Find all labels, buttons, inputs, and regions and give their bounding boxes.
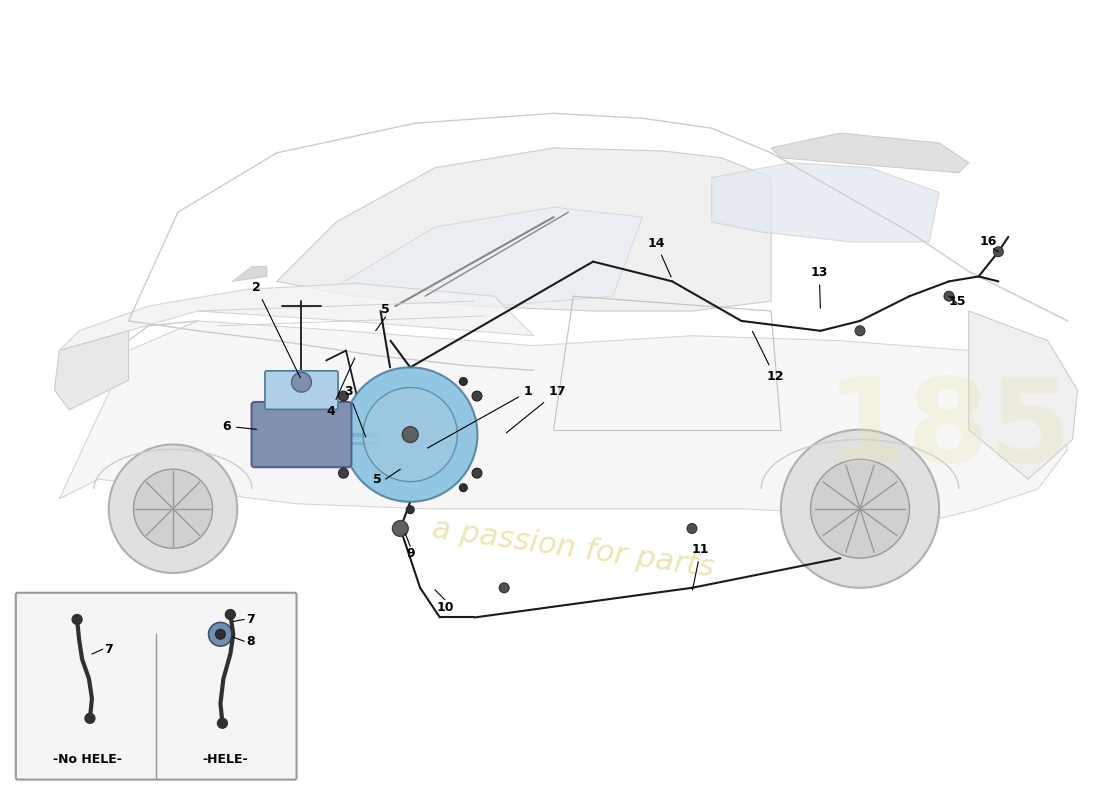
Circle shape <box>292 372 311 392</box>
Text: 14: 14 <box>648 237 671 277</box>
Polygon shape <box>771 133 969 173</box>
Polygon shape <box>232 266 267 282</box>
FancyBboxPatch shape <box>265 371 338 410</box>
Circle shape <box>688 523 697 534</box>
Text: 13: 13 <box>811 266 828 308</box>
Circle shape <box>403 426 418 442</box>
Circle shape <box>218 718 228 728</box>
Text: 4: 4 <box>327 358 354 418</box>
Circle shape <box>226 610 235 619</box>
Circle shape <box>109 445 238 573</box>
Text: -No HELE-: -No HELE- <box>53 754 121 766</box>
Text: 10: 10 <box>436 601 453 614</box>
Text: -HELE-: -HELE- <box>202 754 249 766</box>
Text: 15: 15 <box>948 294 966 308</box>
Text: 5: 5 <box>373 473 382 486</box>
Text: 17: 17 <box>506 385 566 433</box>
Polygon shape <box>277 148 771 311</box>
Circle shape <box>85 714 95 723</box>
Circle shape <box>339 468 349 478</box>
Circle shape <box>811 459 910 558</box>
Circle shape <box>209 622 232 646</box>
Circle shape <box>363 387 458 482</box>
Text: 6: 6 <box>222 420 256 433</box>
Text: 1: 1 <box>428 385 532 448</box>
Circle shape <box>472 468 482 478</box>
Text: 8: 8 <box>245 634 254 648</box>
Circle shape <box>73 614 82 624</box>
Polygon shape <box>712 162 939 242</box>
Polygon shape <box>54 331 129 410</box>
Circle shape <box>781 430 939 588</box>
Circle shape <box>339 391 349 401</box>
Polygon shape <box>59 321 1068 518</box>
Circle shape <box>393 521 408 537</box>
Polygon shape <box>969 311 1078 479</box>
Circle shape <box>406 506 415 514</box>
Circle shape <box>460 484 467 492</box>
Text: 5: 5 <box>381 302 389 315</box>
FancyBboxPatch shape <box>252 402 351 467</box>
Polygon shape <box>337 207 642 306</box>
Circle shape <box>499 583 509 593</box>
Circle shape <box>460 378 467 386</box>
Text: 9: 9 <box>406 546 415 560</box>
Circle shape <box>944 291 954 301</box>
Polygon shape <box>59 283 534 350</box>
Text: 185: 185 <box>826 372 1072 487</box>
FancyBboxPatch shape <box>15 593 297 779</box>
Circle shape <box>343 367 477 502</box>
Text: 3: 3 <box>344 385 365 437</box>
Text: 16: 16 <box>980 235 998 248</box>
Text: 2: 2 <box>252 282 300 378</box>
Text: 7: 7 <box>104 642 113 656</box>
Circle shape <box>855 326 865 336</box>
Circle shape <box>216 630 225 639</box>
Text: 11: 11 <box>692 543 710 590</box>
Circle shape <box>993 246 1003 257</box>
Circle shape <box>133 469 212 548</box>
Text: 7: 7 <box>245 613 254 626</box>
Text: a passion for parts: a passion for parts <box>430 514 716 582</box>
Circle shape <box>472 391 482 401</box>
Text: 12: 12 <box>752 331 783 383</box>
